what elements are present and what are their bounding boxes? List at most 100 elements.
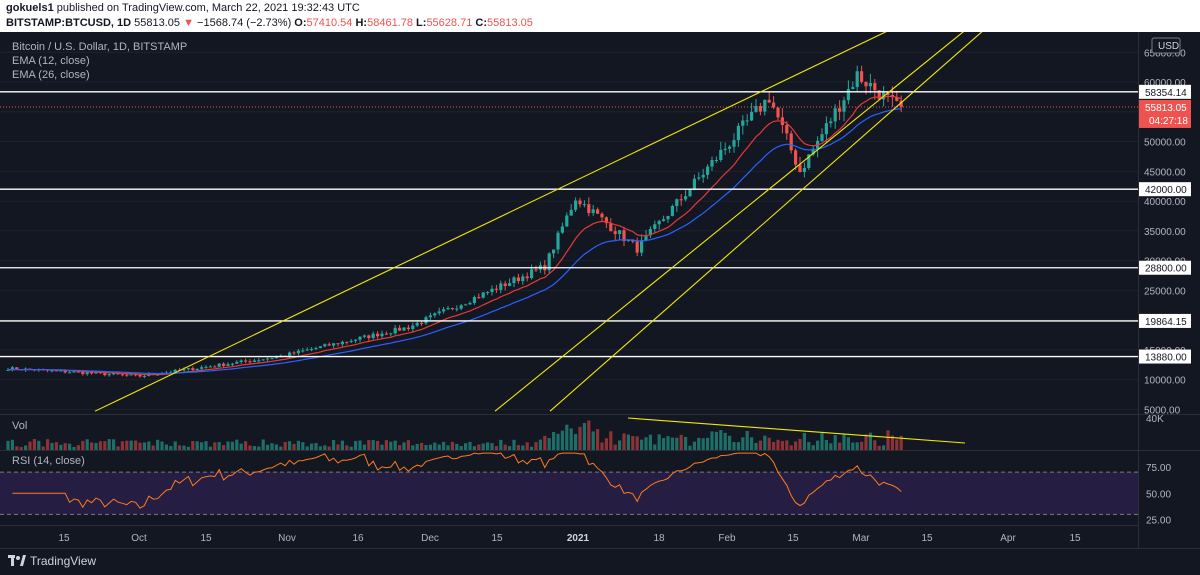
volume-bar (459, 445, 463, 450)
candle-body (261, 359, 265, 361)
volume-bar (367, 440, 371, 450)
candle-body (424, 317, 428, 324)
candle-body (750, 111, 754, 121)
candle (855, 65, 859, 93)
candle (582, 200, 586, 208)
time-axis-label: 15 (200, 533, 212, 544)
candle (323, 343, 327, 348)
candle-body (428, 315, 432, 318)
volume-bar (758, 440, 762, 450)
candle-body (860, 71, 864, 82)
candle-body (288, 352, 292, 357)
candle (354, 339, 358, 344)
volume-bar (622, 433, 626, 450)
candle-body (129, 374, 133, 376)
candle (829, 117, 833, 128)
candle-body (521, 276, 525, 282)
volume-bar (261, 439, 265, 450)
candle (222, 362, 226, 368)
price-tick-label: 35000.00 (1144, 227, 1186, 238)
candle (569, 204, 573, 217)
candle (230, 362, 234, 367)
channel-line-2 (549, 0, 1019, 412)
candle (371, 331, 375, 340)
candle (85, 371, 89, 376)
candle-body (547, 253, 551, 271)
candle (208, 365, 212, 368)
candle (239, 359, 243, 364)
candle (525, 272, 529, 282)
candle (398, 325, 402, 331)
volume-bar (164, 444, 168, 450)
candle-body (776, 107, 780, 118)
candle-body (266, 358, 270, 360)
candle (802, 162, 806, 178)
candle (393, 325, 397, 335)
volume-bar (173, 441, 177, 450)
time-axis-label: 15 (921, 533, 933, 544)
volume-bar (543, 435, 547, 450)
volume-bar (428, 444, 432, 450)
candle-body (838, 108, 842, 112)
volume-bar (481, 443, 485, 450)
candle (860, 65, 864, 84)
candle-body (358, 336, 362, 340)
candle (389, 332, 393, 337)
candle (120, 373, 124, 377)
candle-body (653, 224, 657, 230)
candle-body (112, 373, 116, 375)
level-label: 13880.00 (1145, 353, 1187, 364)
candle (481, 291, 485, 299)
volume-bar (362, 444, 366, 450)
tradingview-logo[interactable]: TradingView (8, 554, 96, 568)
candle-body (455, 308, 459, 310)
last-price: 55813.05 (134, 17, 181, 29)
time-axis-label: 16 (352, 533, 364, 544)
currency-badge (1151, 37, 1181, 54)
candle (574, 197, 578, 212)
chart-svg[interactable]: 65000.0060000.0055000.0050000.0045000.00… (0, 0, 1200, 548)
candle-body (565, 215, 569, 227)
volume-bar (521, 445, 525, 450)
candle-body (446, 308, 450, 310)
volume-bar (415, 443, 419, 450)
volume-bar (679, 434, 683, 450)
volume-bar (516, 445, 520, 450)
candle (692, 174, 696, 191)
candle (684, 190, 688, 202)
candle-body (182, 369, 186, 371)
candle-body (719, 149, 723, 160)
candle-body (622, 230, 626, 242)
chart-area[interactable]: 65000.0060000.0055000.0050000.0045000.00… (0, 0, 1200, 548)
candle (701, 168, 705, 183)
candle-body (587, 204, 591, 214)
volume-bar (692, 441, 696, 450)
volume-bar (723, 432, 727, 450)
current-price-label-bg (1139, 99, 1191, 128)
volume-bar (217, 442, 221, 450)
author-name[interactable]: gokuels1 (6, 2, 54, 14)
volume-bar (574, 433, 578, 450)
volume-bar (675, 437, 679, 450)
volume-bar (15, 446, 19, 450)
candle-body (868, 83, 872, 87)
time-axis-label: 15 (491, 533, 503, 544)
candle-body (873, 83, 877, 91)
footer-bar: TradingView (0, 548, 1200, 575)
candle (270, 357, 274, 360)
volume-bar (424, 445, 428, 450)
candle (437, 307, 441, 316)
volume-bar (270, 443, 274, 450)
candle (851, 81, 855, 90)
volume-bar (530, 446, 534, 450)
candle-body (851, 87, 855, 90)
candle-body (213, 366, 217, 368)
open-value: 57410.54 (306, 17, 353, 29)
candle-body (811, 148, 815, 155)
volume-bar (332, 440, 336, 450)
candle-body (618, 230, 622, 235)
candle (415, 320, 419, 328)
candle (248, 359, 252, 364)
volume-bar (208, 446, 212, 450)
candle-body (248, 361, 252, 363)
